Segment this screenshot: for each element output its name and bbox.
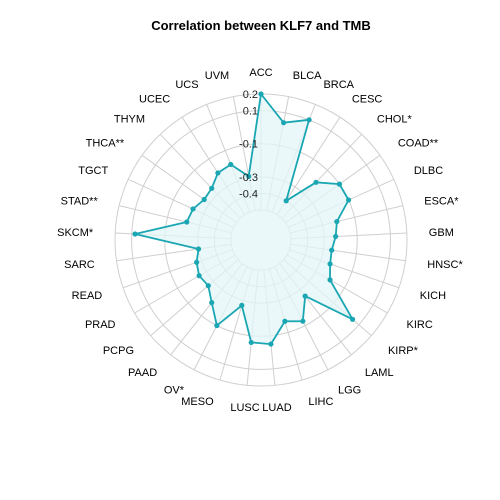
category-label: SKCM* <box>57 227 94 239</box>
series-layer <box>132 91 356 347</box>
category-label: READ <box>72 290 103 302</box>
data-point <box>327 277 333 283</box>
category-label: KIRC <box>406 319 432 331</box>
data-point <box>209 300 215 306</box>
category-label: LUSC <box>230 402 259 414</box>
data-point <box>283 198 289 204</box>
category-label: LIHC <box>308 396 333 408</box>
category-label: DLBC <box>414 165 443 177</box>
category-label: KICH <box>420 290 446 302</box>
radial-tick-label: 0.2 <box>243 89 258 101</box>
data-point <box>268 341 274 347</box>
data-point <box>333 233 339 240</box>
data-point <box>214 322 220 329</box>
data-point <box>327 261 333 267</box>
category-label: STAD** <box>61 195 99 207</box>
data-point <box>281 120 287 126</box>
category-label: PCPG <box>103 345 134 357</box>
data-point <box>205 283 211 289</box>
radial-tick-label: -0.1 <box>239 139 258 151</box>
category-label: OV* <box>164 384 185 396</box>
data-point <box>184 219 190 225</box>
category-label: ESCA* <box>424 195 459 207</box>
data-point <box>345 197 352 203</box>
data-point <box>190 206 196 212</box>
category-label: MESO <box>181 396 214 408</box>
category-label: CHOL* <box>377 113 413 125</box>
radial-tick-label: -0.4 <box>239 188 258 200</box>
category-label: UVM <box>205 70 229 82</box>
category-label: LAML <box>365 367 394 379</box>
data-point <box>209 185 215 191</box>
category-label: ACC <box>249 67 272 79</box>
category-label: TGCT <box>78 165 108 177</box>
category-label: COAD** <box>398 138 439 150</box>
category-label: UCEC <box>139 94 170 106</box>
category-label: CESC <box>352 94 383 106</box>
data-point <box>329 247 335 253</box>
category-label: UCS <box>175 79 198 91</box>
data-point <box>196 273 202 279</box>
category-label: LGG <box>338 384 361 396</box>
data-point <box>195 246 202 252</box>
data-point <box>215 170 221 176</box>
data-point <box>248 339 254 346</box>
data-point <box>194 259 200 265</box>
data-point <box>228 161 234 168</box>
category-label: THYM <box>114 113 145 125</box>
category-label: SARC <box>64 259 95 271</box>
data-point <box>239 302 245 308</box>
chart-title: Correlation between KLF7 and TMB <box>151 18 371 33</box>
data-point <box>334 218 340 225</box>
category-label: BLCA <box>293 70 322 82</box>
data-point <box>302 293 308 299</box>
category-label: LUAD <box>262 402 291 414</box>
data-point <box>132 231 138 237</box>
data-point <box>282 318 288 324</box>
category-label: HNSC* <box>427 259 463 271</box>
category-label: GBM <box>429 227 454 239</box>
data-point <box>313 179 319 185</box>
radial-tick-label: -0.3 <box>239 172 258 184</box>
data-point <box>336 181 343 187</box>
data-point <box>306 117 312 123</box>
category-label: KIRP* <box>388 345 419 357</box>
series-line <box>134 93 354 346</box>
radial-tick-label: 0.1 <box>243 106 258 118</box>
category-label: BRCA <box>323 79 354 91</box>
category-label: THCA** <box>86 138 125 150</box>
radial-tick-labels: 0.2 0.1 -0.1 -0.3 -0.4 <box>239 89 258 200</box>
category-label: PAAD <box>128 367 157 379</box>
data-point <box>258 91 264 97</box>
data-point <box>246 173 252 179</box>
category-label: PRAD <box>85 319 116 331</box>
data-point <box>300 318 306 324</box>
data-point <box>201 196 207 203</box>
data-point <box>349 316 356 322</box>
